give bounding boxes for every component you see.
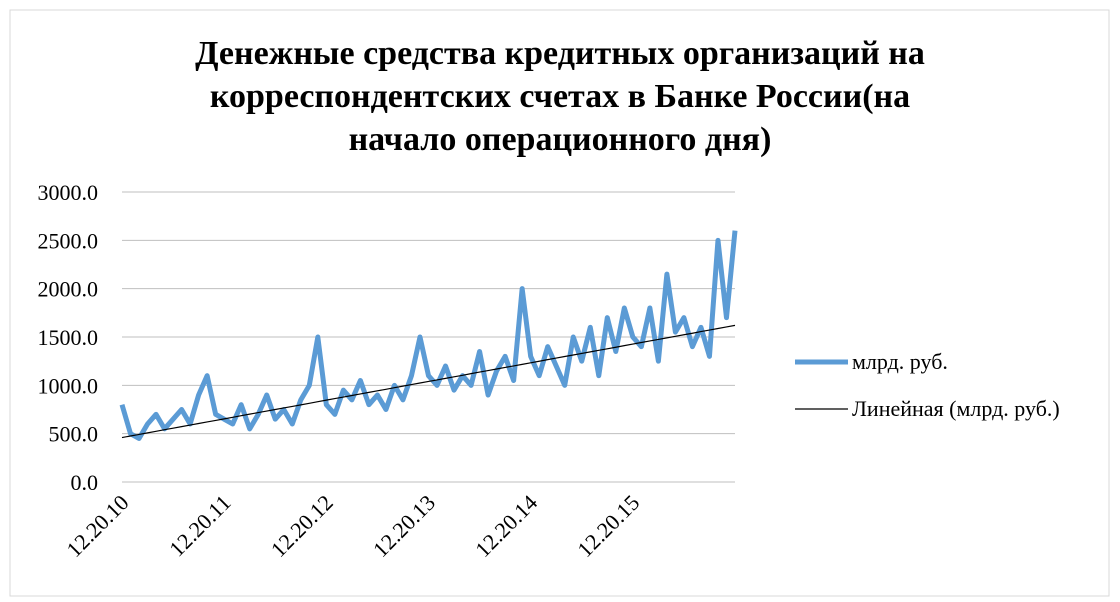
chart-title: корреспондентских счетах в Банке России(…: [210, 78, 910, 115]
chart-title: Денежные средства кредитных организаций …: [195, 35, 925, 72]
y-tick-label: 2500.0: [38, 228, 99, 253]
y-tick-label: 1500.0: [38, 325, 99, 350]
y-tick-label: 1000.0: [38, 373, 99, 398]
legend-label: млрд. руб.: [852, 349, 948, 374]
series-line: [121, 324, 736, 439]
y-tick-label: 2000.0: [38, 277, 99, 302]
chart-title: начало операционного дня): [349, 121, 772, 158]
y-tick-label: 0.0: [71, 470, 99, 495]
y-tick-label: 3000.0: [38, 180, 99, 205]
chart-border: [9, 9, 1110, 597]
y-tick-label: 500.0: [49, 422, 99, 447]
legend-label: Линейная (млрд. руб.): [852, 396, 1060, 421]
